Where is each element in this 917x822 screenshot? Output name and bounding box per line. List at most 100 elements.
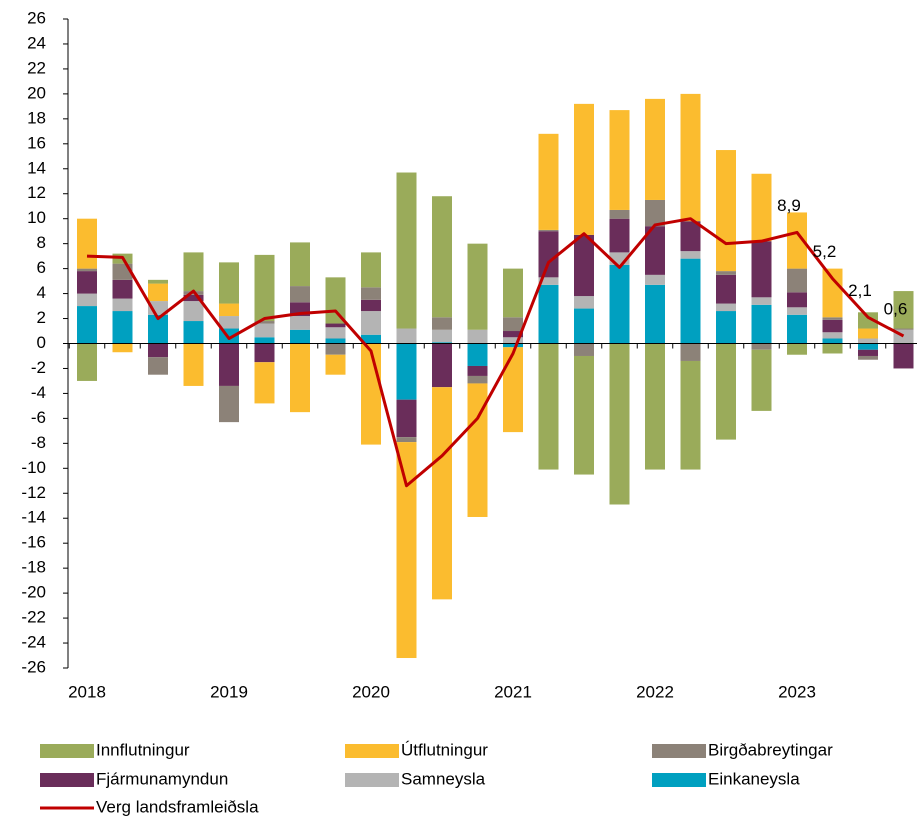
y-tick-label: -2 [31,358,46,377]
gdp-line [86,217,905,488]
legend-label: Fjármunamyndun [96,769,228,788]
legend-swatch [40,744,94,758]
bar-segment [148,357,168,375]
bar-segment [645,343,665,470]
y-tick-label: 22 [27,58,46,77]
bar-segment [183,343,204,386]
bar-segment [858,349,878,356]
bar-segment [893,291,914,329]
bar-segment [680,343,701,361]
y-tick-label: 16 [27,133,46,152]
bar-segment [574,355,594,475]
bar-segment [787,268,807,293]
legend-swatch [40,773,94,787]
bar-segment [254,323,275,338]
bar-segment [822,268,843,318]
bar-segment [538,133,559,230]
bar-segment [148,343,168,358]
bar-segment [361,299,381,312]
bar-segment [254,254,275,322]
bar-segment [503,337,523,344]
bar-segment [574,343,594,356]
bar-segment [716,271,736,275]
bar-segment [77,218,97,269]
bar-segment [680,221,701,252]
y-tick-label: 10 [27,208,46,227]
bar-segment [787,292,807,308]
bar-segment [290,242,310,287]
bar-segment [787,343,807,355]
bar-segment [467,365,488,376]
legend-label: Birgðabreytingar [708,740,833,759]
bar-segment [574,103,594,235]
bar-segment [538,231,559,278]
bar-segment [219,303,239,317]
bar-segment [645,98,665,200]
y-tick-label: -14 [21,508,46,527]
bar-segment [432,196,452,318]
bar-segment [112,343,133,353]
bar-segment [609,343,630,505]
bar-segment [538,229,559,232]
bar-segment [787,212,807,269]
bar-segment [290,329,310,344]
bar-segment [467,375,488,384]
bar-segment [609,264,630,344]
legend-label: Innflutningur [96,740,190,759]
bar-segment [538,284,559,344]
y-tick-label: -20 [21,583,46,602]
y-tick-label: 12 [27,183,46,202]
bar-segment [77,268,97,272]
bar-segment [574,308,594,344]
bar-segment [219,385,239,423]
bar-segment [432,317,452,330]
bar-segment [467,243,488,330]
legend-label: Verg landsframleiðsla [96,797,259,816]
bar-segment [396,343,417,400]
y-tick-label: -24 [21,633,46,652]
bar-segment [858,328,878,339]
legend-label: Samneysla [401,769,486,788]
bar-segment [432,329,452,343]
bar-segment [751,349,772,411]
data-label: 8,9 [777,196,801,215]
y-tick-label: -8 [31,433,46,452]
legend-label: Útflutningur [401,740,488,759]
bar-segment [325,343,346,355]
y-tick-label: 6 [37,258,46,277]
y-tick-label: -16 [21,533,46,552]
bar-segment [290,316,310,330]
bar-segment [467,329,488,344]
bar-segment [77,293,97,307]
y-tick-label: 4 [37,283,46,302]
bar-segment [503,331,523,338]
legend-swatch [345,744,399,758]
bar-segment [77,271,97,294]
bar-segment [609,110,630,210]
bar-segment [716,150,736,272]
bar-segment [680,251,701,259]
legend-swatch [652,773,706,787]
bar-segment [432,343,452,388]
bar-segment [183,301,204,322]
y-tick-label: -22 [21,608,46,627]
bar-segment [893,328,914,330]
bar-segment [680,258,701,344]
y-tick-label: 0 [37,333,46,352]
bar-segment [396,172,417,329]
bar-segment [751,173,772,242]
y-tick-label: -18 [21,558,46,577]
bar-segment [325,327,346,339]
bar-segment [893,343,914,369]
bar-segment [645,284,665,344]
bar-segment [822,319,843,333]
x-tick-label: 2021 [494,682,532,701]
bar-segment [254,321,275,324]
bar-segment [325,354,346,375]
legend-label: Einkaneysla [708,769,800,788]
x-tick-label: 2022 [636,682,674,701]
bar-segment [361,334,381,344]
legend-swatch [652,744,706,758]
bar-segment [219,262,239,304]
